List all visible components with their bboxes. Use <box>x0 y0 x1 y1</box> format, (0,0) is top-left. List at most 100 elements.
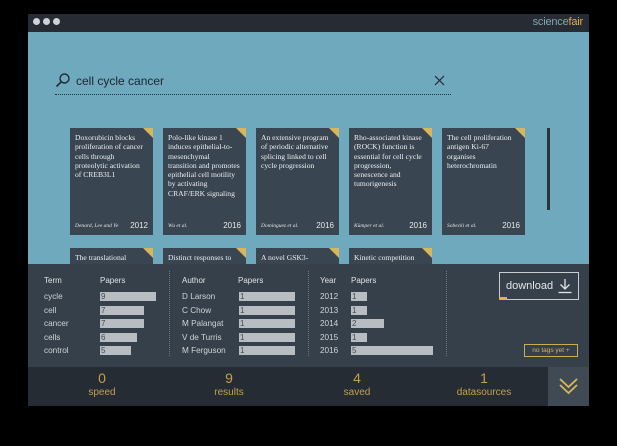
term-row[interactable]: cells 6 <box>44 332 156 346</box>
stat-speed: 0 speed <box>52 371 152 399</box>
author-count-bar <box>239 332 295 342</box>
download-accent <box>499 297 507 300</box>
result-card[interactable]: Polo-like kinase 1 induces epithelial-to… <box>163 128 246 235</box>
stat-label: results <box>214 387 244 398</box>
author-count: 1 <box>240 305 245 315</box>
brand-logo: sciencefair <box>532 16 584 28</box>
card-title: Distinct responses to <box>168 253 232 262</box>
term-label: cancer <box>44 319 69 328</box>
footer-bar: 0 speed 9 results 4 saved 1 datasources <box>28 367 589 406</box>
brand-part1: science <box>532 16 569 28</box>
search-input[interactable] <box>76 72 436 90</box>
author-count: 1 <box>240 346 245 355</box>
year-label: 2013 <box>320 305 339 315</box>
card-title: Kinetic competition <box>354 253 415 262</box>
card-authors: Dominguez et al. <box>261 223 299 229</box>
year-count: 1 <box>352 332 357 342</box>
card-corner-marker <box>422 248 432 258</box>
author-row[interactable]: V de Turris 1 <box>182 332 295 346</box>
author-count-bar <box>239 319 295 328</box>
expand-button[interactable] <box>548 367 589 406</box>
result-card[interactable]: Rho-associated kinase (ROCK) function is… <box>349 128 432 235</box>
brand-part2: fair <box>568 16 584 28</box>
year-row[interactable]: 2016 5 <box>320 345 433 359</box>
result-card[interactable]: Distinct responses to <box>163 248 246 264</box>
clear-search-icon[interactable] <box>434 75 445 86</box>
app-window: sciencefair Doxorubicin blocks prolifera… <box>28 14 589 406</box>
result-card[interactable]: The cell proliferation antigen Ki-67 org… <box>442 128 525 235</box>
card-title: Polo-like kinase 1 induces epithelial-to… <box>168 133 240 198</box>
author-row[interactable]: D Larson 1 <box>182 291 295 305</box>
term-row[interactable]: cell 7 <box>44 305 156 319</box>
term-count-bar <box>100 319 144 328</box>
window-close-dot[interactable] <box>33 18 40 25</box>
term-label: cycle <box>44 292 63 301</box>
term-label: cell <box>44 305 57 315</box>
author-row[interactable]: M Ferguson 1 <box>182 345 295 359</box>
result-card[interactable]: Kinetic competition <box>349 248 432 264</box>
year-row[interactable]: 2014 2 <box>320 318 433 332</box>
window-minimize-dot[interactable] <box>43 18 50 25</box>
column-divider <box>446 271 447 356</box>
year-count-bar <box>351 332 368 342</box>
result-card[interactable]: An extensive program of periodic alterna… <box>256 128 339 235</box>
result-card[interactable]: A novel GSK3- <box>256 248 339 264</box>
year-row[interactable]: 2013 1 <box>320 305 433 319</box>
year-count-bar <box>351 292 368 301</box>
term-row[interactable]: control 5 <box>44 345 156 359</box>
download-label: download <box>506 280 554 292</box>
year-count-bar <box>351 319 384 328</box>
stat-value: 9 <box>225 370 233 386</box>
card-corner-marker <box>236 128 246 138</box>
card-year: 2016 <box>502 221 520 230</box>
card-title: The translational <box>75 253 127 262</box>
term-count-bar <box>100 332 138 342</box>
card-authors: Wu et al. <box>168 223 188 229</box>
stats-panel: Term Papers cycle 9 cell 7 cancer 7 cells 6 cont… <box>28 264 589 367</box>
author-count-bar <box>239 346 295 355</box>
card-authors: Kümper et al. <box>354 223 385 229</box>
card-authors: Sobecki et al. <box>447 223 477 229</box>
card-authors: Denard, Lee and Ye <box>75 223 119 229</box>
card-year: 2016 <box>409 221 427 230</box>
stat-value: 4 <box>353 370 361 386</box>
year-row[interactable]: 2012 1 <box>320 291 433 305</box>
add-tag-button[interactable]: no tags yet + <box>524 344 578 357</box>
card-year: 2016 <box>316 221 334 230</box>
author-row[interactable]: C Chow 1 <box>182 305 295 319</box>
term-label: control <box>44 346 69 355</box>
author-row[interactable]: M Palangat 1 <box>182 318 295 332</box>
term-count-bar <box>100 292 156 301</box>
term-count: 6 <box>101 332 106 342</box>
year-label: 2015 <box>320 332 339 342</box>
card-corner-marker <box>515 128 525 138</box>
result-card[interactable]: The translational <box>70 248 153 264</box>
term-row[interactable]: cycle 9 <box>44 291 156 305</box>
window-maximize-dot[interactable] <box>53 18 60 25</box>
card-title: Doxorubicin blocks proliferation of canc… <box>75 133 143 180</box>
author-label: V de Turris <box>182 332 222 342</box>
stat-label: saved <box>343 387 371 398</box>
term-papers-header: Papers <box>100 276 126 285</box>
year-label: 2012 <box>320 292 339 301</box>
author-label: C Chow <box>182 305 212 315</box>
stat-value: 0 <box>98 370 106 386</box>
year-label: 2014 <box>320 319 339 328</box>
author-label: M Ferguson <box>182 346 226 355</box>
year-count: 2 <box>352 319 357 328</box>
year-row[interactable]: 2015 1 <box>320 332 433 346</box>
author-label: D Larson <box>182 292 216 301</box>
author-count: 1 <box>240 332 245 342</box>
download-icon <box>558 279 572 294</box>
year-count: 1 <box>352 305 357 315</box>
download-button[interactable]: download <box>499 272 579 300</box>
year-count: 5 <box>352 346 357 355</box>
result-card[interactable]: Doxorubicin blocks proliferation of canc… <box>70 128 153 235</box>
stat-label: speed <box>88 387 116 398</box>
year-count: 1 <box>352 292 357 301</box>
term-count: 9 <box>101 292 106 301</box>
card-title: Rho-associated kinase (ROCK) function is… <box>354 133 422 189</box>
term-row[interactable]: cancer 7 <box>44 318 156 332</box>
results-scrollbar[interactable] <box>547 128 550 210</box>
author-label: M Palangat <box>182 319 224 328</box>
